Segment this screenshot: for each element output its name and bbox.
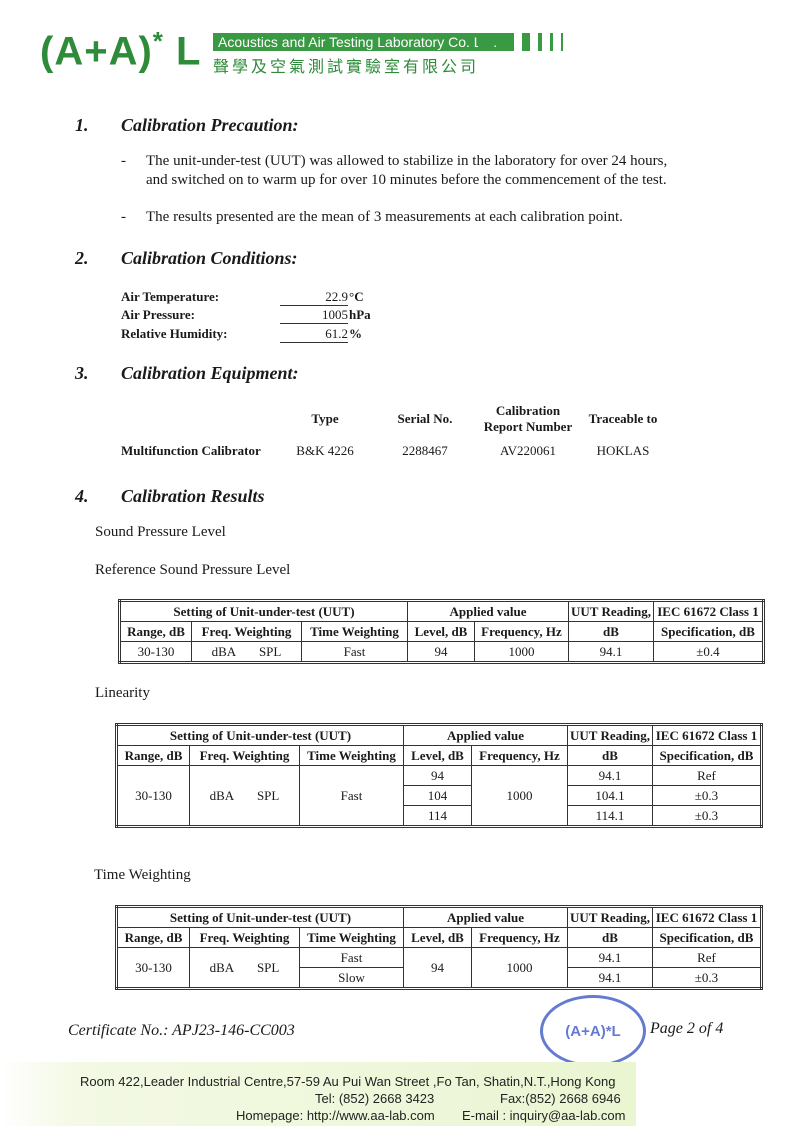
reference-spl-table: Setting of Unit-under-test (UUT) Applied … — [118, 599, 765, 664]
section-title: Calibration Conditions: — [121, 248, 298, 268]
time-weighting-table: Setting of Unit-under-test (UUT) Applied … — [115, 905, 763, 990]
footer-tel: Tel: (852) 2668 3423 — [315, 1091, 435, 1106]
subheading: Time Weighting — [94, 867, 191, 883]
equipment-header: Calibration — [495, 403, 561, 418]
table-row: 30-130 dBA SPL Fast 94 1000 94.1 Ref — [116, 765, 762, 827]
section-number: 2. — [75, 248, 89, 268]
section-number: 4. — [75, 486, 89, 506]
subheading: Reference Sound Pressure Level — [95, 562, 291, 578]
table-row: 114 114.1 ±0.3 — [117, 805, 762, 827]
equipment-header: Traceable to — [588, 411, 658, 426]
condition-label: Air Pressure: — [121, 307, 196, 322]
subheading: Linearity — [95, 685, 150, 701]
equipment-report: AV220061 — [499, 443, 557, 458]
company-name-en: Acoustics and Air Testing Laboratory Co.… — [213, 33, 503, 51]
company-logo: (A+A)* L — [40, 26, 202, 74]
condition-unit: hPa — [349, 307, 371, 322]
condition-unit: °C — [349, 289, 364, 304]
condition-value: 61.2 — [280, 326, 348, 343]
company-name-cn: 聲學及空氣測試實驗室有限公司 — [213, 57, 480, 76]
decorative-bars — [478, 33, 563, 51]
section-title: Calibration Precaution: — [121, 115, 299, 135]
equipment-traceable: HOKLAS — [596, 443, 650, 458]
bullet-text: The unit-under-test (UUT) was allowed to… — [146, 153, 668, 169]
section-title: Calibration Results — [121, 486, 265, 506]
footer-band — [0, 1062, 636, 1126]
equipment-name: Multifunction Calibrator — [121, 443, 261, 458]
footer-email[interactable]: E-mail : inquiry@aa-lab.com — [462, 1108, 626, 1123]
bullet-text: The results presented are the mean of 3 … — [146, 209, 623, 225]
section-number: 3. — [75, 363, 89, 383]
subheading: Sound Pressure Level — [95, 524, 226, 540]
condition-value: 1005 — [280, 307, 348, 324]
footer-address: Room 422,Leader Industrial Centre,57-59 … — [80, 1074, 616, 1089]
page-number: Page 2 of 4 — [650, 1020, 724, 1037]
table-row: 30-130 dBA SPL Fast 94 1000 94.1 ±0.4 — [119, 641, 764, 663]
condition-label: Relative Humidity: — [121, 326, 228, 341]
section-title: Calibration Equipment: — [121, 363, 299, 383]
certificate-number: Certificate No.: APJ23-146-CC003 — [68, 1022, 295, 1039]
equipment-header: Type — [311, 411, 339, 426]
footer-homepage[interactable]: Homepage: http://www.aa-lab.com — [236, 1108, 435, 1123]
condition-label: Air Temperature: — [121, 289, 220, 304]
section-number: 1. — [75, 115, 89, 135]
equipment-header: Report Number — [483, 419, 573, 434]
equipment-serial: 2288467 — [402, 443, 448, 458]
condition-unit: % — [349, 326, 362, 341]
footer-fax: Fax:(852) 2668 6946 — [500, 1091, 621, 1106]
table-row: Slow 94.1 ±0.3 — [117, 967, 762, 989]
linearity-table: Setting of Unit-under-test (UUT) Applied … — [115, 723, 763, 828]
condition-value: 22.9 — [280, 289, 348, 306]
table-row: 30-130 dBA SPL Fast 94 1000 94.1 Ref — [116, 947, 762, 989]
equipment-type: B&K 4226 — [296, 443, 354, 458]
equipment-header: Serial No. — [397, 411, 453, 426]
bullet-text: and switched on to warm up for over 10 m… — [146, 172, 667, 188]
company-stamp: (A+A)*L — [540, 995, 646, 1067]
